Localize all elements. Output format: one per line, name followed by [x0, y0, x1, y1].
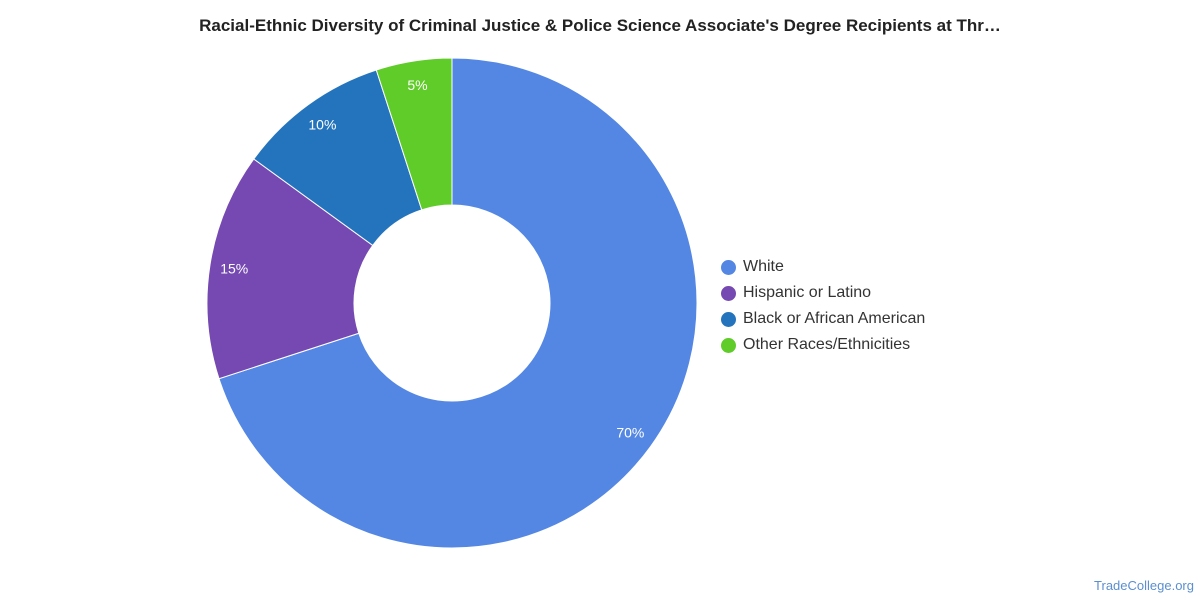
legend-item[interactable]: Black or African American: [721, 306, 925, 332]
legend-item[interactable]: White: [721, 254, 925, 280]
legend-item[interactable]: Other Races/Ethnicities: [721, 332, 925, 358]
legend-item[interactable]: Hispanic or Latino: [721, 280, 925, 306]
legend-swatch: [721, 311, 736, 327]
slice-value-label: 10%: [308, 117, 336, 133]
legend-label: Black or African American: [743, 310, 926, 327]
slice-white[interactable]: [218, 57, 698, 549]
legend-swatch: [721, 259, 736, 275]
legend-label: Other Races/Ethnicities: [743, 336, 911, 353]
source-credit[interactable]: TradeCollege.org: [1094, 578, 1194, 593]
slice-value-label: 5%: [407, 77, 427, 93]
slice-hispanic-or-latino[interactable]: [206, 158, 374, 380]
slice-other-races-ethnicities[interactable]: [375, 57, 453, 211]
legend-label: Hispanic or Latino: [743, 284, 872, 301]
slice-value-label: 15%: [220, 261, 248, 277]
slice-value-label: 70%: [616, 425, 644, 441]
legend-swatch: [721, 285, 736, 301]
legend: White Hispanic or Latino Black or African …: [721, 254, 925, 358]
legend-label: White: [743, 258, 784, 275]
legend-swatch: [721, 337, 736, 353]
chart-title: Racial-Ethnic Diversity of Criminal Just…: [199, 16, 1001, 35]
